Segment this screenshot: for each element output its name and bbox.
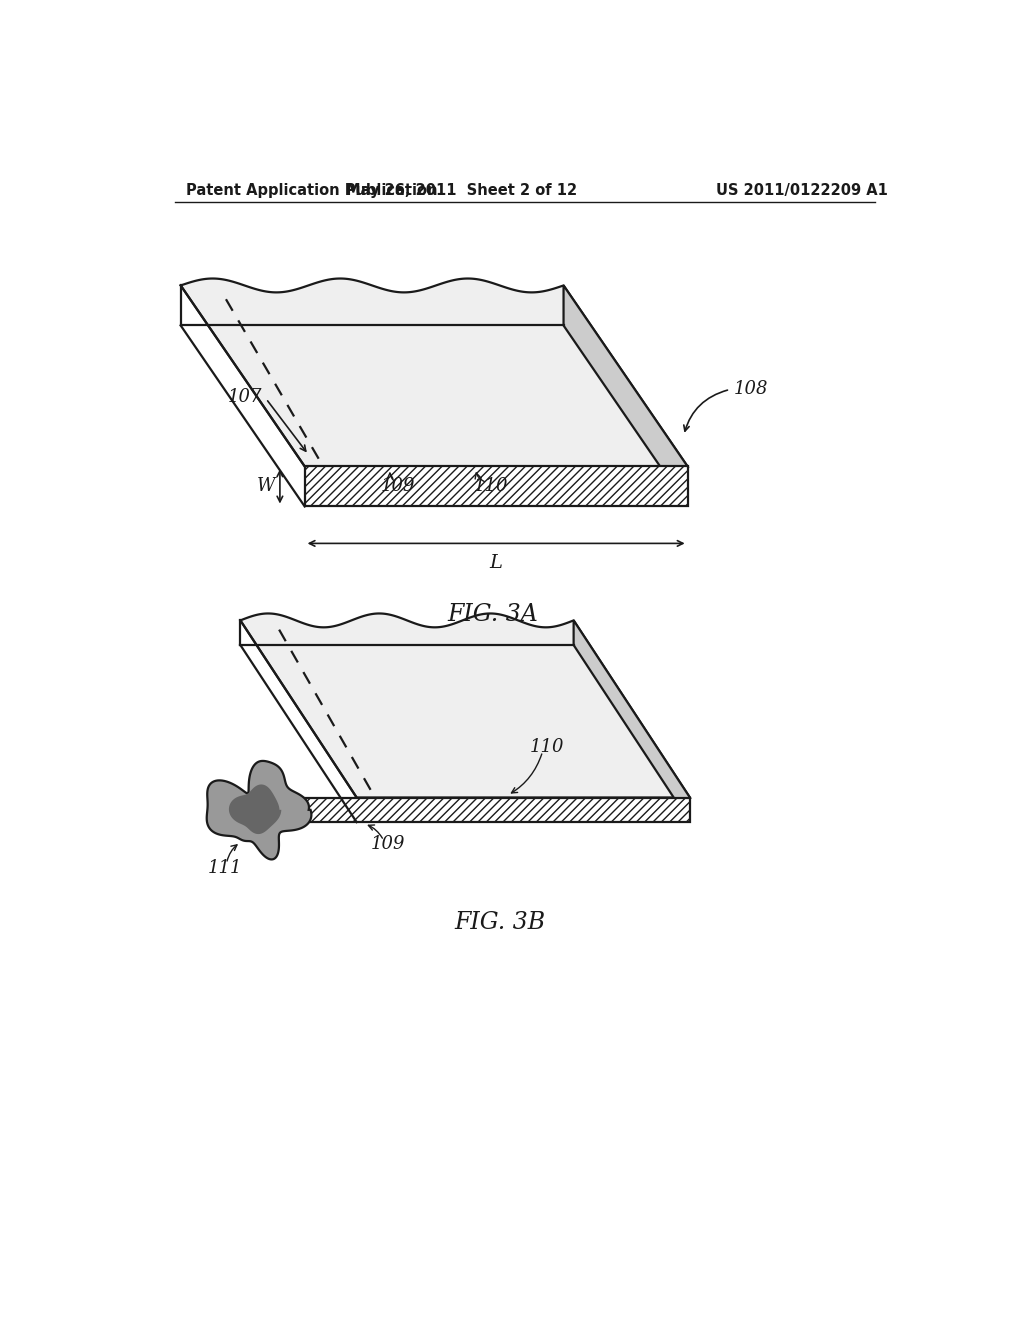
Polygon shape [207, 760, 311, 859]
Text: 110: 110 [529, 738, 564, 756]
Text: 109: 109 [371, 834, 404, 853]
Polygon shape [563, 285, 687, 507]
Polygon shape [573, 620, 690, 822]
Text: L: L [489, 553, 503, 572]
Polygon shape [305, 466, 687, 507]
Text: FIG. 3B: FIG. 3B [455, 911, 546, 933]
Polygon shape [241, 614, 690, 797]
Text: 107: 107 [227, 388, 262, 407]
Text: W: W [257, 478, 275, 495]
Text: US 2011/0122209 A1: US 2011/0122209 A1 [717, 183, 888, 198]
Text: 110: 110 [473, 478, 508, 495]
Text: FIG. 3A: FIG. 3A [446, 603, 538, 626]
Polygon shape [229, 784, 282, 834]
Text: 111: 111 [208, 858, 242, 876]
Text: 108: 108 [734, 380, 769, 399]
Polygon shape [263, 797, 690, 822]
Text: 109: 109 [381, 478, 415, 495]
Polygon shape [180, 279, 687, 466]
Text: Patent Application Publication: Patent Application Publication [186, 183, 437, 198]
Text: May 26, 2011  Sheet 2 of 12: May 26, 2011 Sheet 2 of 12 [346, 183, 577, 198]
